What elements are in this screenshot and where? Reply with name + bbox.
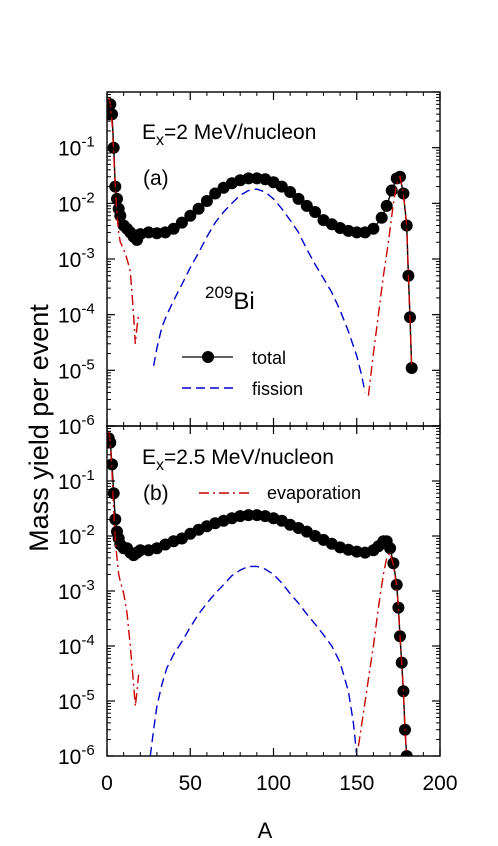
panel-b-energy-subscript: x bbox=[156, 457, 164, 474]
panel-a-y-tick-label: 10-6 bbox=[58, 412, 95, 439]
panel-a-y-tick-label: 10-1 bbox=[58, 134, 95, 161]
panel-a-series-total-point bbox=[367, 222, 380, 235]
panel-a-series-total-point bbox=[300, 199, 313, 212]
panel-a-series-total-point bbox=[111, 192, 123, 205]
panel-b-y-tick-label: 10-3 bbox=[58, 577, 95, 604]
panel-b-series-evaporation-1-line bbox=[108, 431, 140, 707]
panel-b-y-tick-labels: 10-6 10-5 10-4 10-3 10-2 10-1 bbox=[58, 467, 95, 769]
legend-fission-label: fission bbox=[252, 379, 303, 399]
panel-b-series-total-point bbox=[242, 509, 255, 522]
panel-b-series-total-point bbox=[134, 544, 147, 557]
legend-fission: fission bbox=[182, 379, 303, 399]
nucleus-mass-number: 209 bbox=[205, 283, 233, 302]
legend-total-marker bbox=[202, 351, 214, 363]
panel-b-y-tick-label: 10-5 bbox=[58, 687, 95, 714]
panel-a-series-total-point bbox=[405, 362, 418, 374]
panel-a-energy-label: Ex=2 MeV/nucleon bbox=[142, 121, 316, 149]
panel-b-series-total-point bbox=[107, 487, 120, 500]
panel-b-series-evaporation-2-line bbox=[357, 550, 408, 756]
panel-a-series-fission-line bbox=[152, 188, 366, 393]
panel-a-series-evaporation-1-line bbox=[108, 97, 140, 344]
panel-b-y-tick-label: 10-2 bbox=[58, 522, 95, 549]
panel-a-series-total-point bbox=[184, 209, 197, 222]
panel-a-y-tick-labels: 10-6 10-5 10-4 10-3 10-2 10-1 bbox=[58, 134, 95, 439]
panel-a-series-total-point bbox=[375, 211, 388, 224]
panel-b-series-total-point bbox=[397, 685, 410, 698]
panel-a-energy-subscript: x bbox=[156, 132, 164, 149]
x-tick-label: 50 bbox=[179, 772, 202, 795]
legend-total: total bbox=[182, 348, 286, 368]
x-tick-label: 150 bbox=[339, 772, 374, 795]
panel-a-series-total-point bbox=[284, 186, 297, 198]
panel-a-y-tick-label: 10-4 bbox=[58, 301, 95, 328]
panel-b-series-total-point bbox=[384, 542, 397, 555]
x-tick-label: 100 bbox=[256, 772, 291, 795]
panel-a-series-total-point bbox=[175, 216, 188, 229]
panel-b-energy-label: Ex=2.5 MeV/nucleon bbox=[142, 446, 334, 474]
x-tick-label: 200 bbox=[422, 772, 457, 795]
panel-a-series-total-point bbox=[192, 202, 205, 215]
panel-a-series-total-point bbox=[380, 199, 393, 212]
panel-a-series-total-point bbox=[107, 108, 118, 121]
panel-a-series-evaporation-2-line bbox=[367, 174, 413, 396]
panel-a-label: (a) bbox=[143, 167, 169, 190]
panel-a-y-tick-label: 10-3 bbox=[58, 245, 95, 272]
panel-a-series-total-point bbox=[350, 226, 363, 239]
legend-evaporation: evaporation bbox=[199, 483, 361, 503]
panel-a-series-total-point bbox=[200, 195, 213, 207]
panel-b: 10-6 10-5 10-4 10-3 10-2 10-1 Ex=2.5 MeV/nucl… bbox=[58, 425, 441, 769]
panel-a-series-total-point bbox=[397, 187, 410, 200]
panel-a-series-total-point bbox=[242, 172, 255, 185]
x-axis-label: A bbox=[258, 818, 273, 843]
panel-b-axes bbox=[106, 425, 441, 757]
panel-b-label: (b) bbox=[143, 482, 169, 505]
x-tick-label: 0 bbox=[101, 772, 113, 795]
nucleus-label: 209Bi bbox=[205, 283, 255, 315]
panel-b-plot-area bbox=[107, 431, 413, 756]
panel-b-series-total-point bbox=[392, 601, 405, 614]
panel-b-series-total-point bbox=[109, 513, 122, 526]
legend-evaporation-label: evaporation bbox=[267, 483, 361, 503]
panel-b-y-tick-label: 10-1 bbox=[58, 467, 95, 494]
panel-a-series-total-point bbox=[167, 222, 180, 235]
panel-b-y-tick-label: 10-4 bbox=[58, 632, 95, 659]
panel-a-y-tick-label: 10-2 bbox=[58, 189, 95, 216]
legend-total-label: total bbox=[252, 348, 286, 368]
panel-b-y-tick-label: 10-6 bbox=[58, 742, 95, 769]
panel-b-series-total-point bbox=[107, 458, 118, 471]
y-axis-label: Mass yield per event bbox=[24, 304, 54, 552]
panel-a-y-tick-label: 10-5 bbox=[58, 356, 95, 383]
nucleus-symbol: Bi bbox=[233, 288, 254, 315]
panel-a-series-total-point bbox=[400, 219, 413, 232]
panel-a-series-total-point bbox=[209, 187, 222, 200]
panel-a: 10-6 10-5 10-4 10-3 10-2 10-1 Ex=2 MeV/nucleo… bbox=[58, 91, 441, 439]
panel-b-series-fission-line bbox=[149, 565, 358, 756]
panel-a-series-total-point bbox=[292, 192, 305, 205]
panel-a-series-total-point bbox=[309, 206, 322, 218]
panel-a-plot-area bbox=[107, 97, 418, 396]
x-tick-labels: 0 50 100 150 200 bbox=[101, 772, 457, 795]
